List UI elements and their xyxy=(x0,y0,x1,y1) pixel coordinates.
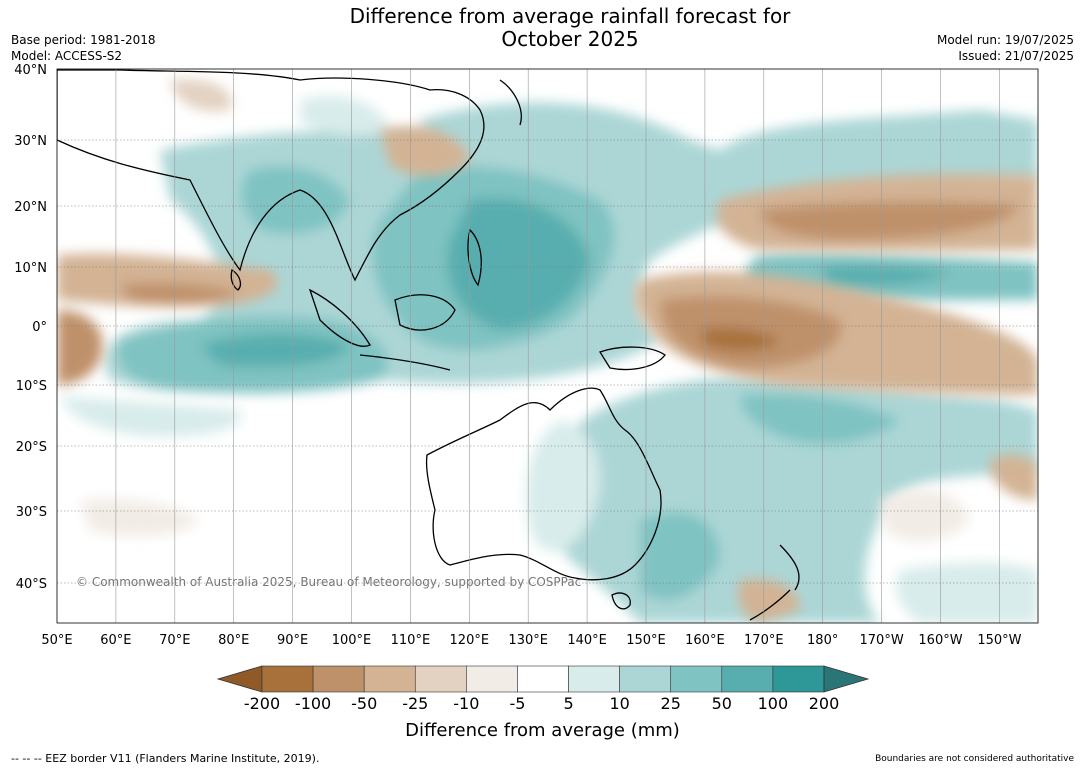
longitude-label: 180° xyxy=(807,633,838,648)
longitude-label: 120°E xyxy=(450,633,490,648)
australia-coastline xyxy=(425,387,662,581)
map-frame xyxy=(56,68,1039,624)
colorbar-tick-label: 10 xyxy=(609,694,629,713)
map-title: Difference from average rainfall forecas… xyxy=(0,5,1085,51)
dry-anomaly-fields xyxy=(57,79,1038,623)
coastlines xyxy=(57,69,800,621)
tasmania-coastline xyxy=(611,592,631,610)
colorbar-swatch xyxy=(721,665,774,693)
map-panel: © Commonwealth of Australia 2025, Bureau… xyxy=(57,69,1038,623)
colorbar: -200 -100 -50 -25 -10 -5 5 10 25 50 100 200 xyxy=(216,665,870,713)
colorbar-swatch xyxy=(312,665,365,693)
longitude-label: 70°E xyxy=(159,633,190,648)
wet-anomaly-fields xyxy=(60,96,1038,623)
colorbar-tick-label: 100 xyxy=(758,694,789,713)
boundaries-note: Boundaries are not considered authoritat… xyxy=(875,754,1074,764)
latitude-label: 10°N xyxy=(14,261,47,276)
colorbar-swatch xyxy=(772,665,825,693)
model-name: Model: ACCESS-S2 xyxy=(11,49,123,63)
colorbar-tick-label: -25 xyxy=(402,694,428,713)
base-period: Base period: 1981-2018 xyxy=(11,33,156,47)
colorbar-swatch xyxy=(670,665,723,693)
issued-date: Issued: 21/07/2025 xyxy=(958,49,1074,63)
colorbar-swatch xyxy=(363,665,416,693)
latitude-label: 40°S xyxy=(16,577,47,592)
longitude-label: 130°E xyxy=(508,633,548,648)
java-coastline xyxy=(359,354,451,371)
title-line-1: Difference from average rainfall forecas… xyxy=(349,4,791,28)
longitude-label: 170°W xyxy=(860,633,904,648)
colorbar-tick-label: 25 xyxy=(661,694,681,713)
meta-left: Base period: 1981-2018 Model: ACCESS-S2 xyxy=(11,32,156,64)
colorbar-swatch xyxy=(414,665,467,693)
colorbar-tick-label: -200 xyxy=(244,694,280,713)
latitude-label: 20°S xyxy=(16,440,47,455)
title-line-2: October 2025 xyxy=(501,27,639,51)
longitude-label: 80°E xyxy=(218,633,249,648)
japan-coastline xyxy=(499,79,522,126)
colorbar-swatch xyxy=(261,665,314,693)
copyright-notice: © Commonwealth of Australia 2025, Bureau… xyxy=(76,575,581,589)
colorbar-tick-label: 50 xyxy=(712,694,732,713)
longitude-label: 150°W xyxy=(977,633,1021,648)
colorbar-tick-label: -100 xyxy=(295,694,331,713)
colorbar-tick-label: 5 xyxy=(563,694,573,713)
borneo-coastline xyxy=(394,294,456,331)
new-guinea-coastline xyxy=(599,346,666,371)
colorbar-extend-low xyxy=(216,665,263,693)
model-run: Model run: 19/07/2025 xyxy=(936,33,1074,47)
longitude-label: 110°E xyxy=(391,633,431,648)
colorbar-label: Difference from average (mm) xyxy=(405,720,680,741)
philippines-coastline xyxy=(467,228,482,287)
latitude-label: 20°N xyxy=(14,200,47,215)
longitude-label: 140°E xyxy=(567,633,607,648)
colorbar-tick-label: -5 xyxy=(509,694,525,713)
colorbar-tick-label: -50 xyxy=(351,694,377,713)
latitude-label: 30°N xyxy=(14,134,47,149)
longitude-label: 60°E xyxy=(100,633,131,648)
longitude-label: 150°E xyxy=(626,633,666,648)
colorbar-tick-label: -10 xyxy=(453,694,479,713)
colorbar-extend-high xyxy=(823,665,870,693)
colorbar-swatch xyxy=(466,665,518,693)
sri-lanka-coastline xyxy=(230,268,242,291)
graticule xyxy=(57,69,1038,623)
longitude-label: 160°E xyxy=(685,633,725,648)
asia-coastline xyxy=(57,69,485,282)
new-zealand-coastline xyxy=(749,544,800,621)
sumatra-coastline xyxy=(308,288,371,347)
colorbar-tick-label: 200 xyxy=(809,694,840,713)
colorbar-swatch xyxy=(619,665,672,693)
latitude-labels: 40°N 30°N 20°N 10°N 0° 10°S 20°S 30°S 40°S xyxy=(14,63,47,592)
colorbar-swatch xyxy=(517,665,569,693)
meta-right: Model run: 19/07/2025 Issued: 21/07/2025 xyxy=(937,32,1074,64)
longitude-labels: 50°E 60°E 70°E 80°E 90°E 100°E 110°E 120°E 130°E… xyxy=(41,633,1021,648)
latitude-label: 10°S xyxy=(16,379,47,394)
eez-note: -- -- -- EEZ border V11 (Flanders Marine… xyxy=(11,752,320,765)
latitude-label: 0° xyxy=(32,320,47,335)
longitude-label: 100°E xyxy=(332,633,372,648)
latitude-label: 40°N xyxy=(14,63,47,78)
longitude-label: 170°E xyxy=(744,633,784,648)
latitude-label: 30°S xyxy=(16,505,47,520)
colorbar-swatch xyxy=(568,665,620,693)
longitude-label: 160°W xyxy=(918,633,962,648)
longitude-label: 50°E xyxy=(41,633,72,648)
longitude-label: 90°E xyxy=(277,633,308,648)
